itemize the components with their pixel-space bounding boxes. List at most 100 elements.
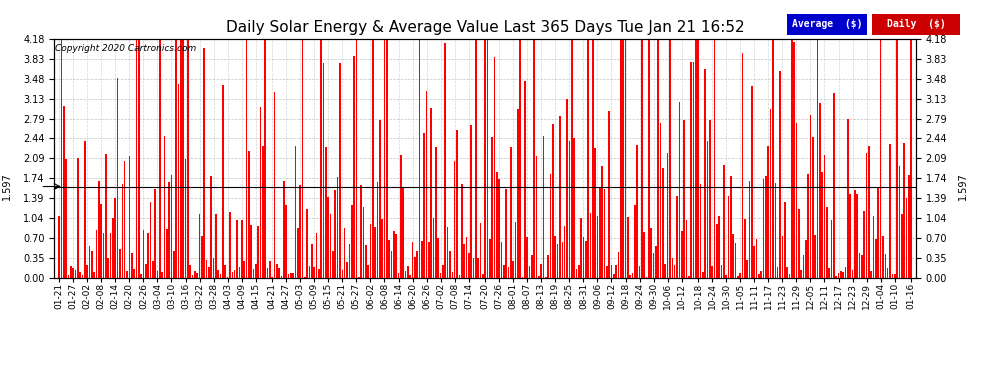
- Bar: [234, 270, 236, 278]
- Bar: [648, 39, 649, 278]
- Bar: [807, 174, 809, 278]
- Bar: [470, 125, 472, 278]
- Bar: [433, 218, 435, 278]
- Bar: [559, 116, 560, 278]
- Bar: [318, 268, 320, 278]
- Text: Copyright 2020 Cartronics.com: Copyright 2020 Cartronics.com: [55, 44, 197, 53]
- Bar: [391, 251, 392, 278]
- Bar: [552, 124, 553, 278]
- Bar: [817, 39, 819, 278]
- Bar: [892, 274, 893, 278]
- Bar: [815, 235, 816, 278]
- Bar: [711, 266, 713, 278]
- Bar: [520, 39, 521, 278]
- Bar: [208, 267, 210, 278]
- Bar: [826, 207, 828, 278]
- Bar: [271, 277, 273, 278]
- Bar: [531, 255, 533, 278]
- Bar: [445, 43, 446, 278]
- Bar: [503, 265, 505, 278]
- Bar: [350, 205, 352, 278]
- Bar: [489, 239, 491, 278]
- Bar: [264, 39, 266, 278]
- Bar: [108, 258, 109, 278]
- Bar: [259, 108, 261, 278]
- Bar: [836, 276, 837, 278]
- Bar: [335, 190, 337, 278]
- Bar: [131, 253, 133, 278]
- FancyBboxPatch shape: [787, 14, 867, 34]
- Bar: [241, 220, 243, 278]
- Bar: [358, 277, 359, 278]
- Bar: [446, 227, 448, 278]
- Bar: [645, 277, 647, 278]
- Bar: [346, 262, 347, 278]
- Bar: [369, 224, 371, 278]
- Bar: [173, 251, 174, 278]
- Bar: [194, 272, 196, 278]
- Bar: [232, 272, 234, 278]
- Bar: [657, 39, 659, 278]
- Bar: [554, 236, 556, 278]
- Bar: [662, 168, 664, 278]
- Bar: [524, 81, 526, 278]
- Bar: [222, 85, 224, 278]
- Title: Daily Solar Energy & Average Value Last 365 Days Tue Jan 21 16:52: Daily Solar Energy & Average Value Last …: [226, 20, 744, 35]
- Bar: [175, 39, 177, 278]
- Bar: [477, 258, 479, 278]
- Bar: [669, 39, 671, 278]
- Bar: [362, 207, 364, 278]
- Bar: [866, 153, 867, 278]
- Bar: [819, 104, 821, 278]
- Bar: [288, 274, 289, 278]
- Bar: [793, 42, 795, 278]
- Bar: [344, 228, 346, 278]
- Bar: [443, 265, 444, 278]
- Bar: [426, 91, 428, 278]
- Bar: [568, 141, 570, 278]
- Bar: [456, 130, 457, 278]
- Bar: [360, 184, 362, 278]
- Bar: [309, 266, 311, 278]
- Bar: [496, 172, 498, 278]
- Bar: [774, 183, 776, 278]
- Bar: [599, 187, 601, 278]
- Bar: [875, 239, 877, 278]
- Bar: [475, 39, 476, 278]
- Bar: [117, 78, 119, 278]
- Bar: [96, 230, 97, 278]
- Bar: [328, 198, 329, 278]
- Bar: [63, 106, 64, 278]
- Bar: [800, 270, 802, 278]
- Bar: [314, 267, 315, 278]
- Bar: [273, 92, 275, 278]
- Text: Average  ($): Average ($): [792, 19, 862, 29]
- Bar: [829, 268, 830, 278]
- Bar: [321, 39, 322, 278]
- Bar: [386, 39, 388, 278]
- Bar: [342, 270, 344, 278]
- Bar: [487, 39, 488, 278]
- Bar: [201, 236, 203, 278]
- Bar: [428, 242, 430, 278]
- Bar: [136, 39, 138, 278]
- Bar: [276, 264, 277, 278]
- Bar: [702, 272, 704, 278]
- Bar: [566, 99, 568, 278]
- Bar: [849, 194, 851, 278]
- Bar: [571, 39, 572, 278]
- Bar: [145, 264, 147, 278]
- Bar: [472, 258, 474, 278]
- Bar: [604, 189, 605, 278]
- Bar: [151, 261, 153, 278]
- Bar: [89, 246, 90, 278]
- Bar: [678, 102, 680, 278]
- Bar: [141, 274, 142, 278]
- Bar: [283, 182, 285, 278]
- Bar: [266, 268, 268, 278]
- Bar: [730, 176, 732, 278]
- Bar: [721, 265, 723, 278]
- Bar: [510, 147, 512, 278]
- Bar: [889, 144, 891, 278]
- Bar: [873, 216, 874, 278]
